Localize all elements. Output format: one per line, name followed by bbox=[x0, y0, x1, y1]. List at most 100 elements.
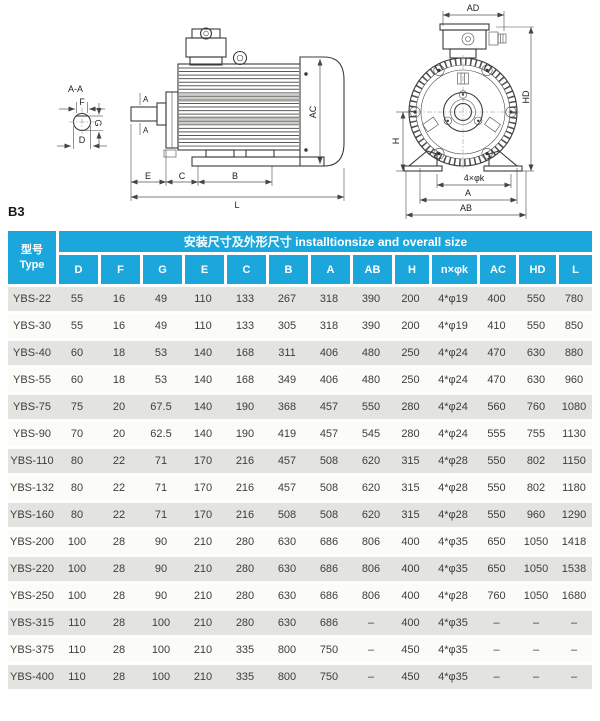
value-cell: 457 bbox=[308, 422, 350, 446]
value-cell: 28 bbox=[98, 557, 140, 581]
value-cell: 400 bbox=[477, 287, 516, 311]
value-cell: – bbox=[556, 665, 592, 689]
value-cell: 1130 bbox=[556, 422, 592, 446]
value-cell: 335 bbox=[224, 638, 266, 662]
value-cell: 305 bbox=[266, 314, 308, 338]
table-body: YBS-22 55 16 49 110 133 267 318 390 200 4*φ19 400 55… bbox=[8, 287, 592, 689]
dim-label-b: B bbox=[232, 171, 238, 181]
value-cell: 133 bbox=[224, 314, 266, 338]
dimension-table: 型号 Type 安装尺寸及外形尺寸 installtionsize and ov… bbox=[8, 228, 592, 692]
value-cell: 75 bbox=[56, 395, 98, 419]
motor-side-view: A A AC bbox=[130, 27, 345, 210]
value-cell: 49 bbox=[140, 287, 182, 311]
value-cell: 49 bbox=[140, 314, 182, 338]
value-cell: 480 bbox=[350, 368, 392, 392]
value-cell: 80 bbox=[56, 503, 98, 527]
value-cell: 311 bbox=[266, 341, 308, 365]
value-cell: 210 bbox=[182, 665, 224, 689]
value-cell: 550 bbox=[477, 449, 516, 473]
value-cell: 390 bbox=[350, 314, 392, 338]
value-cell: 686 bbox=[308, 611, 350, 635]
value-cell: 800 bbox=[266, 638, 308, 662]
column-header: C bbox=[224, 255, 266, 284]
value-cell: 280 bbox=[392, 422, 429, 446]
value-cell: 4*φ28 bbox=[429, 503, 477, 527]
value-cell: 170 bbox=[182, 449, 224, 473]
value-cell: – bbox=[516, 611, 556, 635]
type-cell: YBS-110 bbox=[8, 449, 56, 473]
value-cell: 806 bbox=[350, 584, 392, 608]
value-cell: 318 bbox=[308, 314, 350, 338]
value-cell: 550 bbox=[516, 314, 556, 338]
table-row: YBS-160 80 22 71 170 216 508 508 620 315 4*φ28 550 9… bbox=[8, 503, 592, 527]
value-cell: 55 bbox=[56, 314, 98, 338]
value-cell: 630 bbox=[266, 611, 308, 635]
value-cell: – bbox=[350, 611, 392, 635]
value-cell: 216 bbox=[224, 476, 266, 500]
type-cell: YBS-160 bbox=[8, 503, 56, 527]
value-cell: 620 bbox=[350, 449, 392, 473]
value-cell: 850 bbox=[556, 314, 592, 338]
table-row: YBS-132 80 22 71 170 216 457 508 620 315 4*φ28 550 8… bbox=[8, 476, 592, 500]
value-cell: 508 bbox=[308, 503, 350, 527]
column-header: A bbox=[308, 255, 350, 284]
value-cell: 480 bbox=[350, 341, 392, 365]
value-cell: 280 bbox=[392, 395, 429, 419]
value-cell: 620 bbox=[350, 476, 392, 500]
column-header: H bbox=[392, 255, 429, 284]
type-cell: YBS-220 bbox=[8, 557, 56, 581]
type-header-zh: 型号 bbox=[21, 244, 43, 257]
value-cell: – bbox=[350, 638, 392, 662]
value-cell: – bbox=[350, 665, 392, 689]
value-cell: 280 bbox=[224, 557, 266, 581]
value-cell: 400 bbox=[392, 557, 429, 581]
value-cell: 1538 bbox=[556, 557, 592, 581]
value-cell: 4*φ24 bbox=[429, 422, 477, 446]
value-cell: – bbox=[477, 665, 516, 689]
value-cell: 1290 bbox=[556, 503, 592, 527]
column-header: B bbox=[266, 255, 308, 284]
value-cell: 1418 bbox=[556, 530, 592, 554]
value-cell: 140 bbox=[182, 422, 224, 446]
value-cell: 28 bbox=[98, 638, 140, 662]
type-cell: YBS-132 bbox=[8, 476, 56, 500]
shaft-section-view: A-A F G D bbox=[57, 84, 107, 149]
value-cell: 4*φ24 bbox=[429, 395, 477, 419]
value-cell: 750 bbox=[308, 638, 350, 662]
value-cell: 960 bbox=[516, 503, 556, 527]
type-cell: YBS-200 bbox=[8, 530, 56, 554]
value-cell: 100 bbox=[56, 584, 98, 608]
dim-label-g: G bbox=[93, 119, 103, 126]
value-cell: – bbox=[516, 665, 556, 689]
value-cell: 60 bbox=[56, 368, 98, 392]
group-header-row: 型号 Type 安装尺寸及外形尺寸 installtionsize and ov… bbox=[8, 231, 592, 284]
value-cell: 280 bbox=[224, 584, 266, 608]
value-cell: 457 bbox=[266, 449, 308, 473]
value-cell: 200 bbox=[392, 314, 429, 338]
motor-front-view: AD bbox=[391, 3, 534, 219]
value-cell: 60 bbox=[56, 341, 98, 365]
value-cell: 390 bbox=[350, 287, 392, 311]
value-cell: 216 bbox=[224, 449, 266, 473]
value-cell: 80 bbox=[56, 476, 98, 500]
value-cell: 450 bbox=[392, 665, 429, 689]
value-cell: – bbox=[516, 638, 556, 662]
dim-label-hd: HD bbox=[521, 90, 531, 103]
value-cell: 170 bbox=[182, 503, 224, 527]
value-cell: 4*φ19 bbox=[429, 287, 477, 311]
value-cell: – bbox=[477, 611, 516, 635]
value-cell: 315 bbox=[392, 503, 429, 527]
value-cell: 880 bbox=[556, 341, 592, 365]
value-cell: 550 bbox=[477, 503, 516, 527]
section-label: A-A bbox=[68, 84, 83, 94]
value-cell: 550 bbox=[350, 395, 392, 419]
value-cell: 368 bbox=[266, 395, 308, 419]
value-cell: 70 bbox=[56, 422, 98, 446]
table-row: YBS-110 80 22 71 170 216 457 508 620 315 4*φ28 550 8… bbox=[8, 449, 592, 473]
value-cell: 335 bbox=[224, 665, 266, 689]
dim-label-bolt-holes: 4×φk bbox=[464, 173, 485, 183]
value-cell: 457 bbox=[266, 476, 308, 500]
table-row: YBS-75 75 20 67.5 140 190 368 457 550 280 4*φ24 560… bbox=[8, 395, 592, 419]
value-cell: 110 bbox=[56, 611, 98, 635]
value-cell: 90 bbox=[140, 530, 182, 554]
